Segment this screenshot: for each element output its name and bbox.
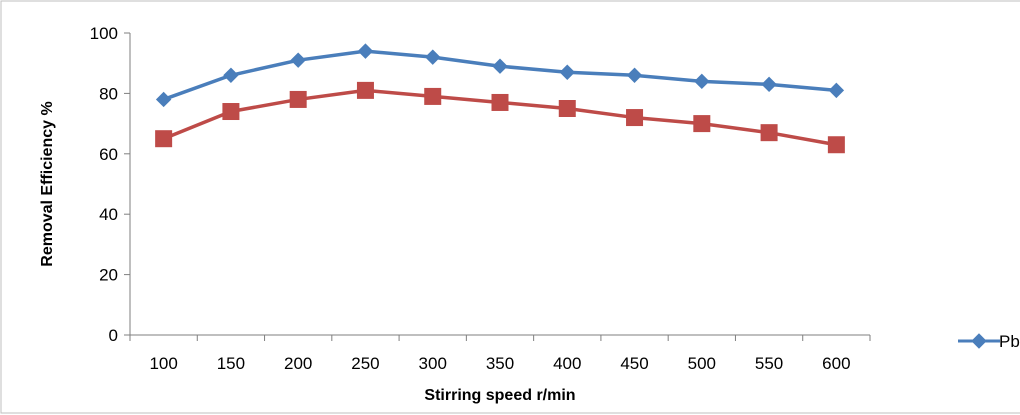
y-axis-ticks: 0 20 40 60 80 100 — [90, 24, 130, 345]
series-layer — [155, 43, 845, 154]
x-tick-label: 550 — [755, 354, 783, 373]
data-point-diamond — [559, 64, 575, 80]
x-tick-label: 200 — [284, 354, 312, 373]
data-point-square — [424, 87, 442, 105]
data-point-diamond — [223, 67, 239, 83]
data-point-diamond — [626, 67, 643, 83]
data-point-diamond — [694, 73, 710, 90]
y-tick-label: 60 — [99, 145, 118, 164]
y-tick-label: 80 — [99, 84, 118, 103]
y-tick-label: 40 — [99, 205, 118, 224]
legend-marker-pb — [971, 333, 987, 349]
x-tick-label: 600 — [822, 354, 850, 373]
y-tick-label: 20 — [99, 266, 118, 285]
series-line-0 — [163, 49, 837, 102]
data-point-square — [693, 115, 711, 133]
data-point-square — [827, 136, 845, 154]
data-point-diamond — [492, 58, 508, 74]
x-tick-label: 300 — [419, 354, 447, 373]
x-axis-title: Stirring speed r/min — [424, 387, 575, 404]
x-tick-label: 100 — [149, 354, 177, 373]
x-tick-label: 400 — [553, 354, 581, 373]
legend: Pb — [958, 332, 1020, 351]
legend-label-pb: Pb — [999, 332, 1020, 351]
data-point-diamond — [290, 52, 306, 68]
x-axis-ticks: 100 150 200 250 300 350 400 450 500 550 600 — [129, 335, 871, 373]
data-point-square — [222, 103, 240, 121]
x-tick-label: 250 — [351, 354, 379, 373]
data-point-square — [289, 90, 307, 108]
data-point-diamond — [425, 49, 441, 65]
x-tick-label: 500 — [688, 354, 716, 373]
data-point-diamond — [357, 43, 374, 59]
data-point-square — [356, 81, 374, 99]
data-point-square — [155, 130, 173, 148]
data-point-diamond — [155, 91, 172, 108]
data-point-square — [491, 93, 509, 111]
x-tick-label: 350 — [486, 354, 514, 373]
x-tick-label: 150 — [217, 354, 245, 373]
y-tick-label: 0 — [109, 326, 118, 345]
data-point-square — [558, 100, 576, 117]
data-point-square — [760, 124, 778, 142]
data-point-diamond — [761, 76, 777, 93]
data-point-square — [626, 109, 644, 127]
x-tick-label: 450 — [620, 354, 648, 373]
y-tick-label: 100 — [90, 24, 118, 43]
y-axis-title: Removal Efficiency % — [39, 101, 56, 266]
data-point-diamond — [828, 82, 845, 99]
